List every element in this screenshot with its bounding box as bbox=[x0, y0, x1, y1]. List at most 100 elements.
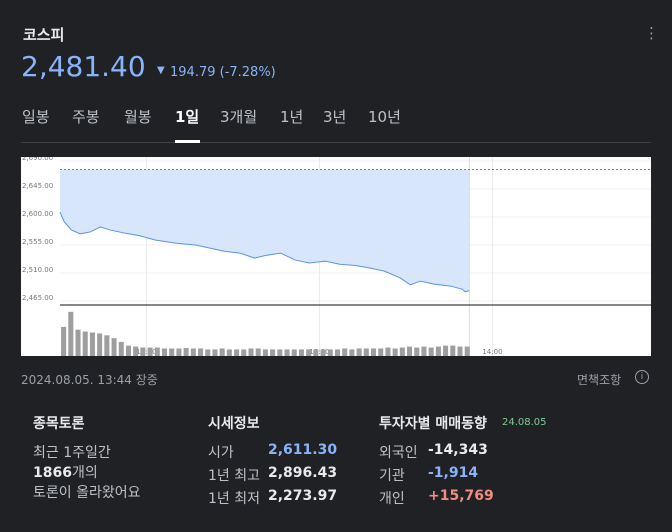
active-tab-underline bbox=[175, 140, 200, 143]
quote-label: 1년 최저 bbox=[208, 491, 260, 507]
tab[interactable]: 3개월 bbox=[220, 108, 258, 126]
volume-bar bbox=[327, 349, 333, 356]
tab[interactable]: 10년 bbox=[368, 108, 401, 126]
chart: 2,465.00 2,510.00 2,555.00 2,600.00 2,645.00… bbox=[21, 157, 651, 356]
volume-bar bbox=[234, 349, 240, 356]
volume-bar bbox=[399, 347, 405, 356]
quote-value: 2,273.97 bbox=[268, 488, 338, 504]
volume-bar bbox=[349, 349, 355, 356]
volume-bar bbox=[212, 349, 218, 356]
volume-bar bbox=[298, 349, 304, 356]
volume-bar bbox=[169, 348, 175, 356]
x-tick-label: 12:00 bbox=[309, 348, 329, 356]
quote-value: 2,611.30 bbox=[268, 442, 338, 458]
discussion-text: 최근 1주일간 bbox=[33, 445, 111, 461]
y-tick-label: 2,645.00 bbox=[22, 182, 53, 190]
investor-label: 외국인 bbox=[379, 445, 418, 461]
volume-bar bbox=[428, 347, 434, 356]
discussion-count-line: 1866개의 bbox=[33, 462, 98, 482]
x-tick-label: 10:00 bbox=[136, 348, 156, 356]
tab[interactable]: 일봉 bbox=[22, 108, 50, 126]
y-tick-label: 2,555.00 bbox=[22, 238, 53, 246]
investor-value: -1,914 bbox=[428, 465, 479, 481]
volume-bar bbox=[183, 348, 189, 356]
volume-bar bbox=[248, 348, 254, 356]
volume-bar bbox=[89, 332, 95, 356]
disclaimer[interactable]: 면책조항 bbox=[577, 373, 622, 387]
discussion-count: 1866 bbox=[33, 465, 72, 481]
volume-bar bbox=[270, 349, 276, 356]
discussion-text: 개의 bbox=[71, 465, 98, 481]
price-line bbox=[59, 211, 470, 293]
y-tick-label: 2,690.00 bbox=[22, 157, 53, 162]
volume-bar bbox=[464, 346, 470, 356]
volume-bar bbox=[414, 347, 420, 356]
volume-bar bbox=[313, 349, 319, 356]
volume-bar bbox=[450, 345, 456, 356]
quote-label: 1년 최고 bbox=[208, 468, 260, 484]
volume-bar bbox=[97, 333, 103, 356]
timestamp: 2024.08.05. 13:44 장중 bbox=[21, 373, 158, 387]
quote-label: 시가 bbox=[208, 445, 234, 461]
volume-bar bbox=[457, 346, 463, 356]
volume-bar bbox=[190, 348, 196, 356]
price: 2,481.40 bbox=[21, 50, 146, 83]
volume-bar bbox=[198, 348, 204, 356]
discussion-text: 토론이 올라왔어요 bbox=[33, 485, 141, 501]
volume-bar bbox=[118, 341, 124, 356]
volume-bar bbox=[342, 348, 348, 356]
tab[interactable]: 주봉 bbox=[72, 108, 100, 126]
volume-bar bbox=[205, 349, 211, 356]
volume-bar bbox=[61, 326, 67, 356]
info-icon[interactable]: i bbox=[635, 370, 649, 384]
investor-label: 개인 bbox=[379, 491, 405, 507]
volume-bar bbox=[443, 345, 449, 356]
volume-bar bbox=[262, 349, 268, 356]
volume-bar bbox=[140, 347, 146, 356]
volume-bar bbox=[176, 348, 182, 356]
volume-bar bbox=[111, 338, 117, 356]
volume-bar bbox=[306, 349, 312, 356]
volume-bar bbox=[82, 331, 88, 356]
volume-bar bbox=[75, 329, 81, 356]
x-tick-label: 14:00 bbox=[482, 348, 502, 356]
volume-bar bbox=[392, 348, 398, 356]
tab[interactable]: 1년 bbox=[280, 108, 304, 126]
volume-bar bbox=[277, 349, 283, 356]
quote-value: 2,896.43 bbox=[268, 465, 338, 481]
volume-bar bbox=[133, 346, 139, 356]
section-title: 투자자별 매매동향 bbox=[379, 416, 487, 432]
tab[interactable]: 1일 bbox=[175, 108, 200, 126]
y-tick-label: 2,600.00 bbox=[22, 210, 53, 218]
volume-bar bbox=[378, 348, 384, 356]
volume-bar bbox=[356, 348, 362, 356]
volume-bar bbox=[291, 349, 297, 356]
area-fill bbox=[60, 169, 470, 292]
volume-bar bbox=[219, 348, 225, 356]
section-title: 종목토론 bbox=[33, 416, 85, 432]
volume-bar bbox=[104, 335, 110, 356]
section-title: 시세정보 bbox=[208, 416, 260, 432]
volume-bar bbox=[385, 347, 391, 356]
volume-bar bbox=[363, 348, 369, 356]
tab[interactable]: 3년 bbox=[323, 108, 347, 126]
volume-bar bbox=[370, 348, 377, 356]
more-menu[interactable]: ⋮ bbox=[644, 24, 659, 42]
volume-bar bbox=[68, 311, 74, 356]
volume-bar bbox=[255, 348, 261, 356]
volume-bar bbox=[284, 349, 290, 356]
volume-bar bbox=[125, 345, 131, 356]
volume-bar bbox=[435, 346, 441, 356]
y-tick-label: 2,510.00 bbox=[22, 266, 53, 274]
index-title: 코스피 bbox=[23, 26, 65, 44]
investor-value: -14,343 bbox=[428, 442, 488, 458]
volume-bar bbox=[147, 347, 153, 356]
divider bbox=[21, 142, 651, 143]
volume-bar bbox=[334, 349, 341, 356]
volume-bar bbox=[241, 349, 247, 356]
investor-label: 기관 bbox=[379, 468, 405, 484]
volume-bar bbox=[421, 346, 427, 356]
tab[interactable]: 월봉 bbox=[124, 108, 152, 126]
volume-bar bbox=[154, 347, 160, 356]
